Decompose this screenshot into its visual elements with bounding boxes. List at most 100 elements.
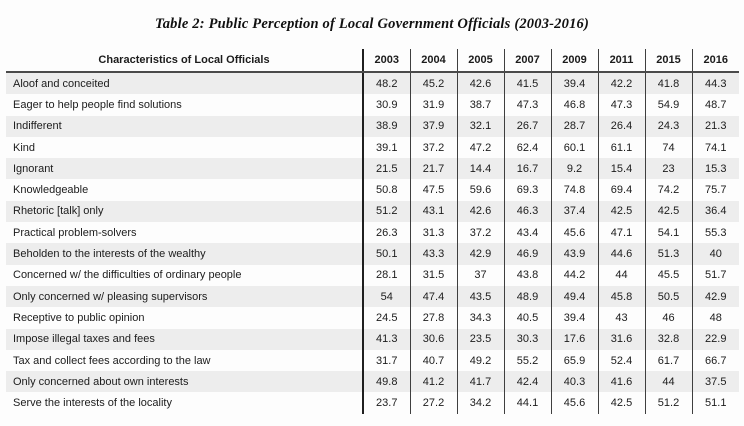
- cell-value: 61.7: [644, 349, 692, 372]
- cell-value: 23.7: [362, 392, 410, 414]
- cell-value: 44: [597, 264, 645, 286]
- cell-value: 27.8: [409, 307, 457, 329]
- cell-value: 40: [691, 243, 739, 265]
- perception-table: Characteristics of Local Officials 2003 2…: [6, 49, 739, 414]
- year-column-header: 2007: [503, 49, 551, 73]
- table-row: Knowledgeable 50.8 47.5 59.6 69.3 74.8 69.4 74.…: [6, 179, 739, 201]
- cell-value: 38.7: [456, 94, 504, 116]
- cell-value: 51.3: [644, 243, 692, 265]
- cell-value: 38.9: [362, 115, 410, 137]
- table-row: Concerned w/ the difficulties of ordinar…: [6, 264, 739, 286]
- row-label: Impose illegal taxes and fees: [6, 328, 363, 350]
- year-column-header: 2005: [456, 49, 504, 73]
- cell-value: 44.1: [503, 392, 551, 414]
- cell-value: 23.5: [456, 328, 504, 350]
- cell-value: 34.2: [456, 392, 504, 414]
- cell-value: 49.4: [550, 285, 598, 308]
- row-label: Knowledgeable: [13, 184, 89, 197]
- year-column-header: 2004: [409, 49, 457, 73]
- cell-value: 43.1: [409, 200, 457, 223]
- cell-value: 43.3: [409, 243, 457, 265]
- table-row: Tax and collect fees according to the la…: [6, 349, 739, 372]
- cell-value: 26.7: [503, 115, 551, 137]
- cell-value: 45.8: [597, 285, 645, 308]
- cell-value: 51.7: [691, 264, 739, 286]
- row-label: Only concerned about own interests: [6, 371, 363, 393]
- label-column-header: Characteristics of Local Officials: [6, 49, 363, 73]
- cell-value: 41.7: [456, 371, 504, 393]
- table-row: Kind 39.1 37.2 47.2 62.4 60.1 61.1 74 74.1: [6, 136, 739, 159]
- cell-value: 37.5: [691, 371, 739, 393]
- cell-value: 44.2: [550, 264, 598, 286]
- cell-value: 50.1: [362, 243, 410, 265]
- cell-value: 15.4: [597, 158, 645, 180]
- cell-value: 54.1: [644, 222, 692, 244]
- cell-value: 23: [644, 158, 692, 180]
- cell-value: 27.2: [409, 392, 457, 414]
- cell-value: 69.4: [597, 179, 645, 201]
- cell-value: 40.3: [550, 371, 598, 393]
- cell-value: 42.5: [597, 200, 645, 223]
- cell-value: 46.8: [550, 94, 598, 116]
- table-body: Aloof and conceited 48.2 45.2 42.6 41.5 39.4 4…: [6, 72, 739, 414]
- cell-value: 42.6: [456, 72, 504, 95]
- cell-value: 43.4: [503, 222, 551, 244]
- cell-value: 42.2: [597, 72, 645, 95]
- cell-value: 60.1: [550, 136, 598, 159]
- cell-value: 48.2: [362, 72, 410, 95]
- cell-value: 49.8: [362, 371, 410, 393]
- cell-value: 52.4: [597, 349, 645, 372]
- table-row: Practical problem-solvers 26.3 31.3 37.2 43.…: [6, 222, 739, 244]
- cell-value: 37.2: [409, 136, 457, 159]
- cell-value: 26.3: [362, 222, 410, 244]
- cell-value: 30.3: [503, 328, 551, 350]
- table-row: Rhetoric [talk] only 51.2 43.1 42.6 46.3 37.4…: [6, 200, 739, 223]
- year-column-header: 2016: [691, 49, 739, 73]
- cell-value: 46: [644, 307, 692, 329]
- table-caption: Table 2: Public Perception of Local Gove…: [154, 16, 590, 32]
- cell-value: 21.3: [691, 115, 739, 137]
- row-label: Serve the interests of the locality: [13, 397, 172, 410]
- cell-value: 43: [597, 307, 645, 329]
- cell-value: 74: [644, 136, 692, 159]
- cell-value: 43.5: [456, 285, 504, 308]
- page: Table 2: Public Perception of Local Gove…: [0, 16, 744, 426]
- table-row: Eager to help people find solutions 30.9 3…: [6, 94, 739, 116]
- cell-value: 9.2: [550, 158, 598, 180]
- cell-value: 41.3: [362, 328, 410, 350]
- cell-value: 47.1: [597, 222, 645, 244]
- cell-value: 31.9: [409, 94, 457, 116]
- row-label: Tax and collect fees according to the la…: [13, 354, 211, 367]
- cell-value: 34.3: [456, 307, 504, 329]
- cell-value: 51.1: [691, 392, 739, 414]
- cell-value: 30.9: [362, 94, 410, 116]
- year-column-header: 2011: [597, 49, 645, 73]
- cell-value: 28.7: [550, 115, 598, 137]
- cell-value: 30.6: [409, 328, 457, 350]
- cell-value: 41.2: [409, 371, 457, 393]
- cell-value: 24.3: [644, 115, 692, 137]
- row-label: Kind: [13, 141, 36, 154]
- cell-value: 42.4: [503, 371, 551, 393]
- cell-value: 47.3: [503, 94, 551, 116]
- row-label: Indifferent: [6, 115, 363, 137]
- cell-value: 44: [644, 371, 692, 393]
- cell-value: 15.3: [691, 158, 739, 180]
- cell-value: 42.9: [456, 243, 504, 265]
- row-label: Receptive to public opinion: [13, 311, 145, 324]
- table-row: Only concerned about own interests 49.8 41…: [6, 371, 739, 393]
- table-row: Impose illegal taxes and fees 41.3 30.6 23.…: [6, 328, 739, 350]
- cell-value: 42.6: [456, 200, 504, 223]
- cell-value: 28.1: [362, 264, 410, 286]
- cell-value: 32.1: [456, 115, 504, 137]
- table-row: Beholden to the interests of the wealthy…: [6, 243, 739, 265]
- row-label: Eager to help people find solutions: [13, 98, 182, 111]
- table-row: Aloof and conceited 48.2 45.2 42.6 41.5 39.4 4…: [6, 72, 739, 95]
- cell-value: 36.4: [691, 200, 739, 223]
- cell-value: 37.4: [550, 200, 598, 223]
- table-row: Only concerned w/ pleasing supervisors 54…: [6, 285, 739, 308]
- cell-value: 40.5: [503, 307, 551, 329]
- cell-value: 50.8: [362, 179, 410, 201]
- cell-value: 75.7: [691, 179, 739, 201]
- cell-value: 45.6: [550, 392, 598, 414]
